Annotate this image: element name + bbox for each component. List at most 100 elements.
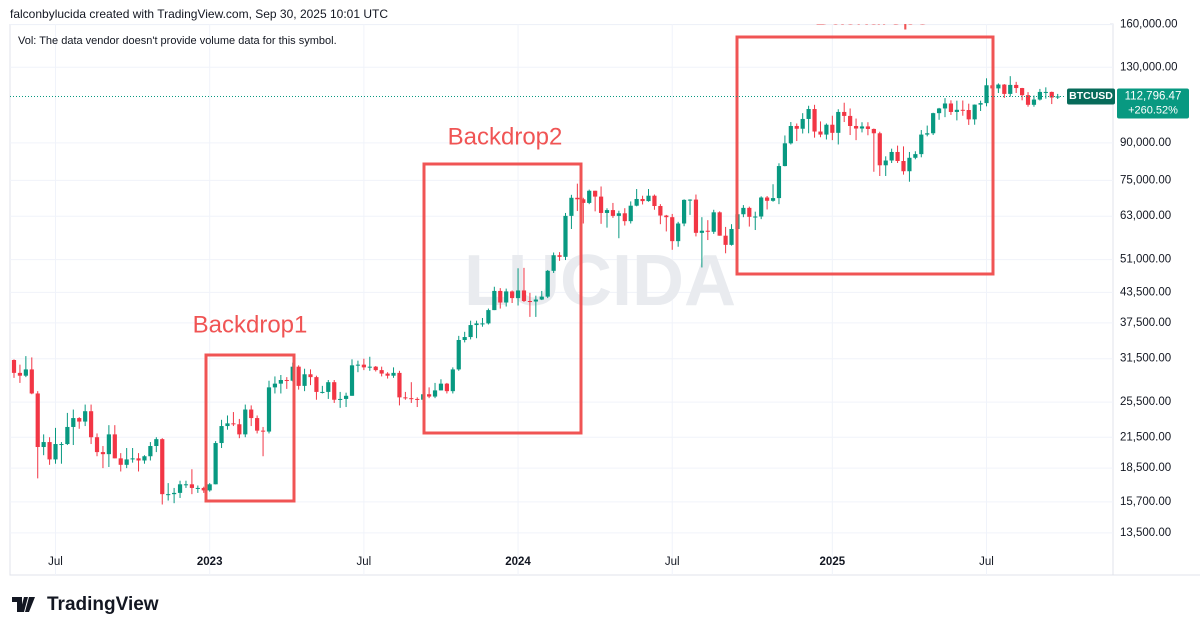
candle-body [456,339,461,370]
candle-body [800,118,805,129]
candle-body [646,195,651,202]
x-tick-label: 2025 [820,556,846,568]
candle-body [29,369,34,394]
backdrop-box [204,353,296,503]
candle-body [47,442,52,460]
candle-body [889,151,894,161]
candle-body [853,125,859,129]
candle-body [403,397,408,399]
candle-body [593,190,598,197]
candle-body [794,125,799,129]
y-tick-label: 160,000.00 [1120,19,1178,31]
y-tick-label: 90,000.00 [1120,137,1171,149]
candle-body [415,398,420,400]
candle-body [112,434,117,459]
candle-body [818,131,823,135]
candle-body [1025,95,1031,105]
candle-body [907,157,912,172]
candle-body [172,492,177,495]
candle-body [563,215,568,257]
candle-body [249,409,254,419]
logo-text: TradingView [47,594,159,615]
candle-body [35,393,40,448]
candle-body [361,364,366,368]
candle-body [373,366,378,371]
backdrop-box [735,35,995,276]
candle-body [948,103,954,112]
candle-body [770,198,776,201]
candle-body [557,255,562,257]
candle-body [521,290,527,302]
candle-body [59,444,64,446]
candle-body [498,290,503,303]
candle-body [539,296,544,300]
candle-body [183,484,189,486]
candle-body [474,323,479,326]
candle-body [118,458,123,465]
candle-body [676,223,681,242]
price-tag [1117,88,1189,119]
y-tick-label: 15,700.00 [1120,496,1171,508]
candle-body [237,424,242,435]
candle-body [895,151,900,162]
author-line: falconbylucida created with TradingView.… [10,7,388,21]
candle-body [919,134,924,155]
candle-body [670,217,675,242]
y-tick-label: 13,500.00 [1120,527,1171,539]
candle-body [1002,84,1007,94]
candle-body [427,394,432,397]
candle-body [711,212,716,232]
candle-body [723,235,728,245]
x-tick-label: Jul [357,556,372,568]
candle-body [587,190,592,203]
candle-body [848,115,853,126]
candle-body [1031,99,1037,105]
candle-body [569,197,574,216]
candle-body [385,373,390,376]
y-tick-label: 18,500.00 [1120,462,1171,474]
candle-body [1014,84,1019,89]
candle-body [438,383,444,391]
candle-body [314,377,319,392]
candle-body [302,374,307,386]
candle-body [332,382,337,400]
candle-body [88,411,94,438]
candle-body [296,366,301,386]
candle-body [687,199,693,201]
candle-body [717,212,722,236]
candle-body [195,487,200,489]
candle-body [978,103,983,105]
candle-body [53,444,58,460]
candle-body [610,210,616,216]
candle-body [954,109,959,112]
candle-body [913,154,918,158]
candle-body [1037,91,1042,100]
candle-body [984,85,989,104]
candle-body [776,166,782,199]
candle-body [397,372,402,398]
candle-body [17,372,23,376]
x-tick-label: 2024 [505,556,531,568]
candle-body [379,370,384,374]
y-tick-label: 25,500.00 [1120,396,1171,408]
candle-body [1043,91,1048,93]
candle-body [806,109,811,119]
candle-body [551,255,556,271]
candle-body [355,364,361,366]
candle-body [367,366,372,368]
candle-body [1008,84,1013,94]
symbol-label: BTCUSD [1069,90,1113,102]
candle-body [782,143,787,167]
candle-body [320,391,325,393]
candle-body [492,290,497,311]
header-band [0,0,1110,24]
candle-body [148,446,153,457]
plot-frame [9,23,1114,576]
candle-body [432,390,438,397]
logo-mark [12,597,35,612]
candle-body [260,430,266,432]
candle-body [308,374,313,378]
candle-body [177,484,183,493]
